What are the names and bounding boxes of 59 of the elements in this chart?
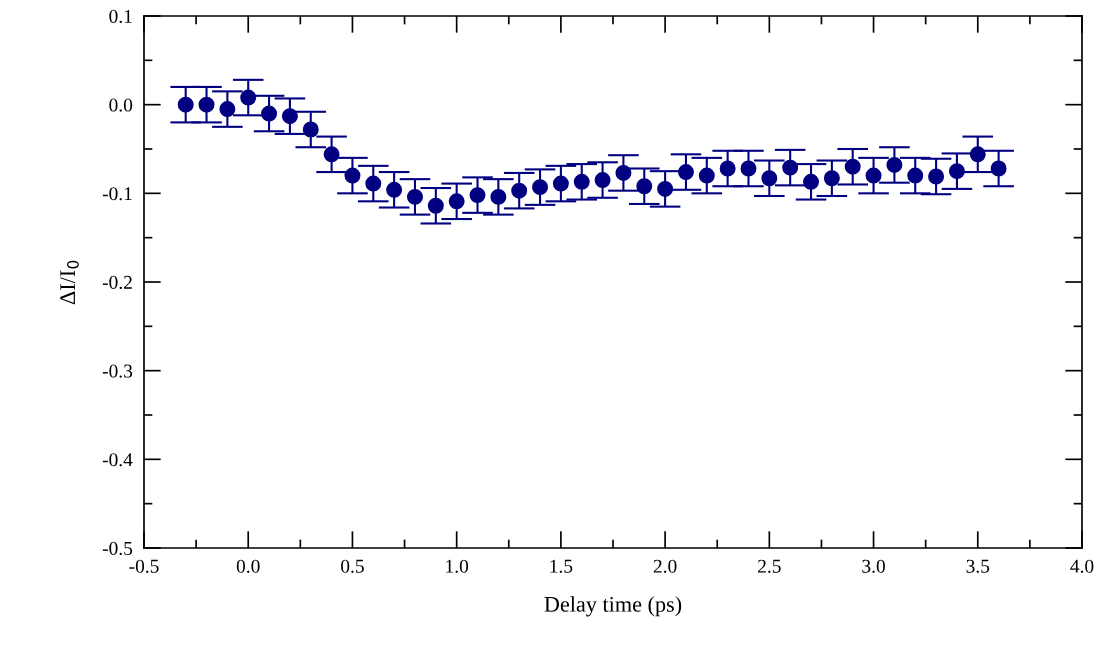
point (677, 164, 694, 181)
point (636, 178, 653, 195)
point (532, 179, 549, 196)
x-tick-label: 0.5 (341, 559, 364, 573)
point (948, 163, 965, 180)
y-tick-label: -0.4 (102, 453, 133, 467)
y-axis-title: ΔI/I$_{0}$ (60, 260, 79, 305)
x-tick-label: 1.5 (550, 559, 573, 573)
point (240, 89, 257, 106)
y-tick-label: -0.3 (102, 364, 133, 378)
point (928, 168, 945, 185)
x-tick-label: 3.5 (966, 559, 990, 573)
point (406, 188, 423, 205)
point (698, 167, 715, 184)
point (552, 175, 569, 192)
point (823, 170, 840, 187)
point (281, 108, 298, 125)
point (302, 121, 319, 138)
y-tick-label: -0.2 (102, 275, 132, 290)
x-tick-label: 2.0 (653, 559, 677, 573)
point (865, 167, 882, 184)
x-tick-label: 3.0 (862, 559, 885, 573)
point (469, 187, 486, 204)
x-tick-label: 4.0 (1070, 559, 1094, 573)
y-tick-label: -0.5 (102, 541, 133, 556)
point (844, 158, 861, 175)
x-tick-label: 2.5 (758, 559, 781, 573)
x-tick-label: 0.0 (236, 559, 260, 573)
point (657, 180, 674, 197)
point (365, 175, 382, 192)
point (615, 164, 632, 181)
point (261, 105, 278, 122)
point (803, 173, 820, 190)
point (719, 160, 736, 177)
x-tick-label: -0.5 (129, 559, 159, 573)
point (594, 172, 611, 189)
point (323, 146, 340, 163)
point (782, 159, 799, 176)
point (386, 181, 403, 198)
x-tick-label: 1.0 (446, 559, 469, 573)
point (448, 193, 465, 210)
point (427, 197, 444, 214)
x-axis-title: Delay time (ps) (544, 596, 682, 617)
y-tick-label: 0.1 (109, 9, 132, 24)
point (886, 156, 903, 173)
y-tick-label: -0.1 (102, 187, 132, 201)
point (490, 188, 507, 205)
point (511, 182, 528, 199)
point (198, 96, 215, 113)
point (907, 167, 924, 184)
point (344, 167, 361, 184)
point (219, 101, 236, 118)
y-tick-label: 0.0 (109, 98, 133, 112)
point (740, 160, 757, 177)
point (761, 170, 778, 187)
point (177, 96, 194, 113)
point (969, 146, 986, 163)
point (990, 160, 1007, 177)
point (573, 173, 590, 190)
